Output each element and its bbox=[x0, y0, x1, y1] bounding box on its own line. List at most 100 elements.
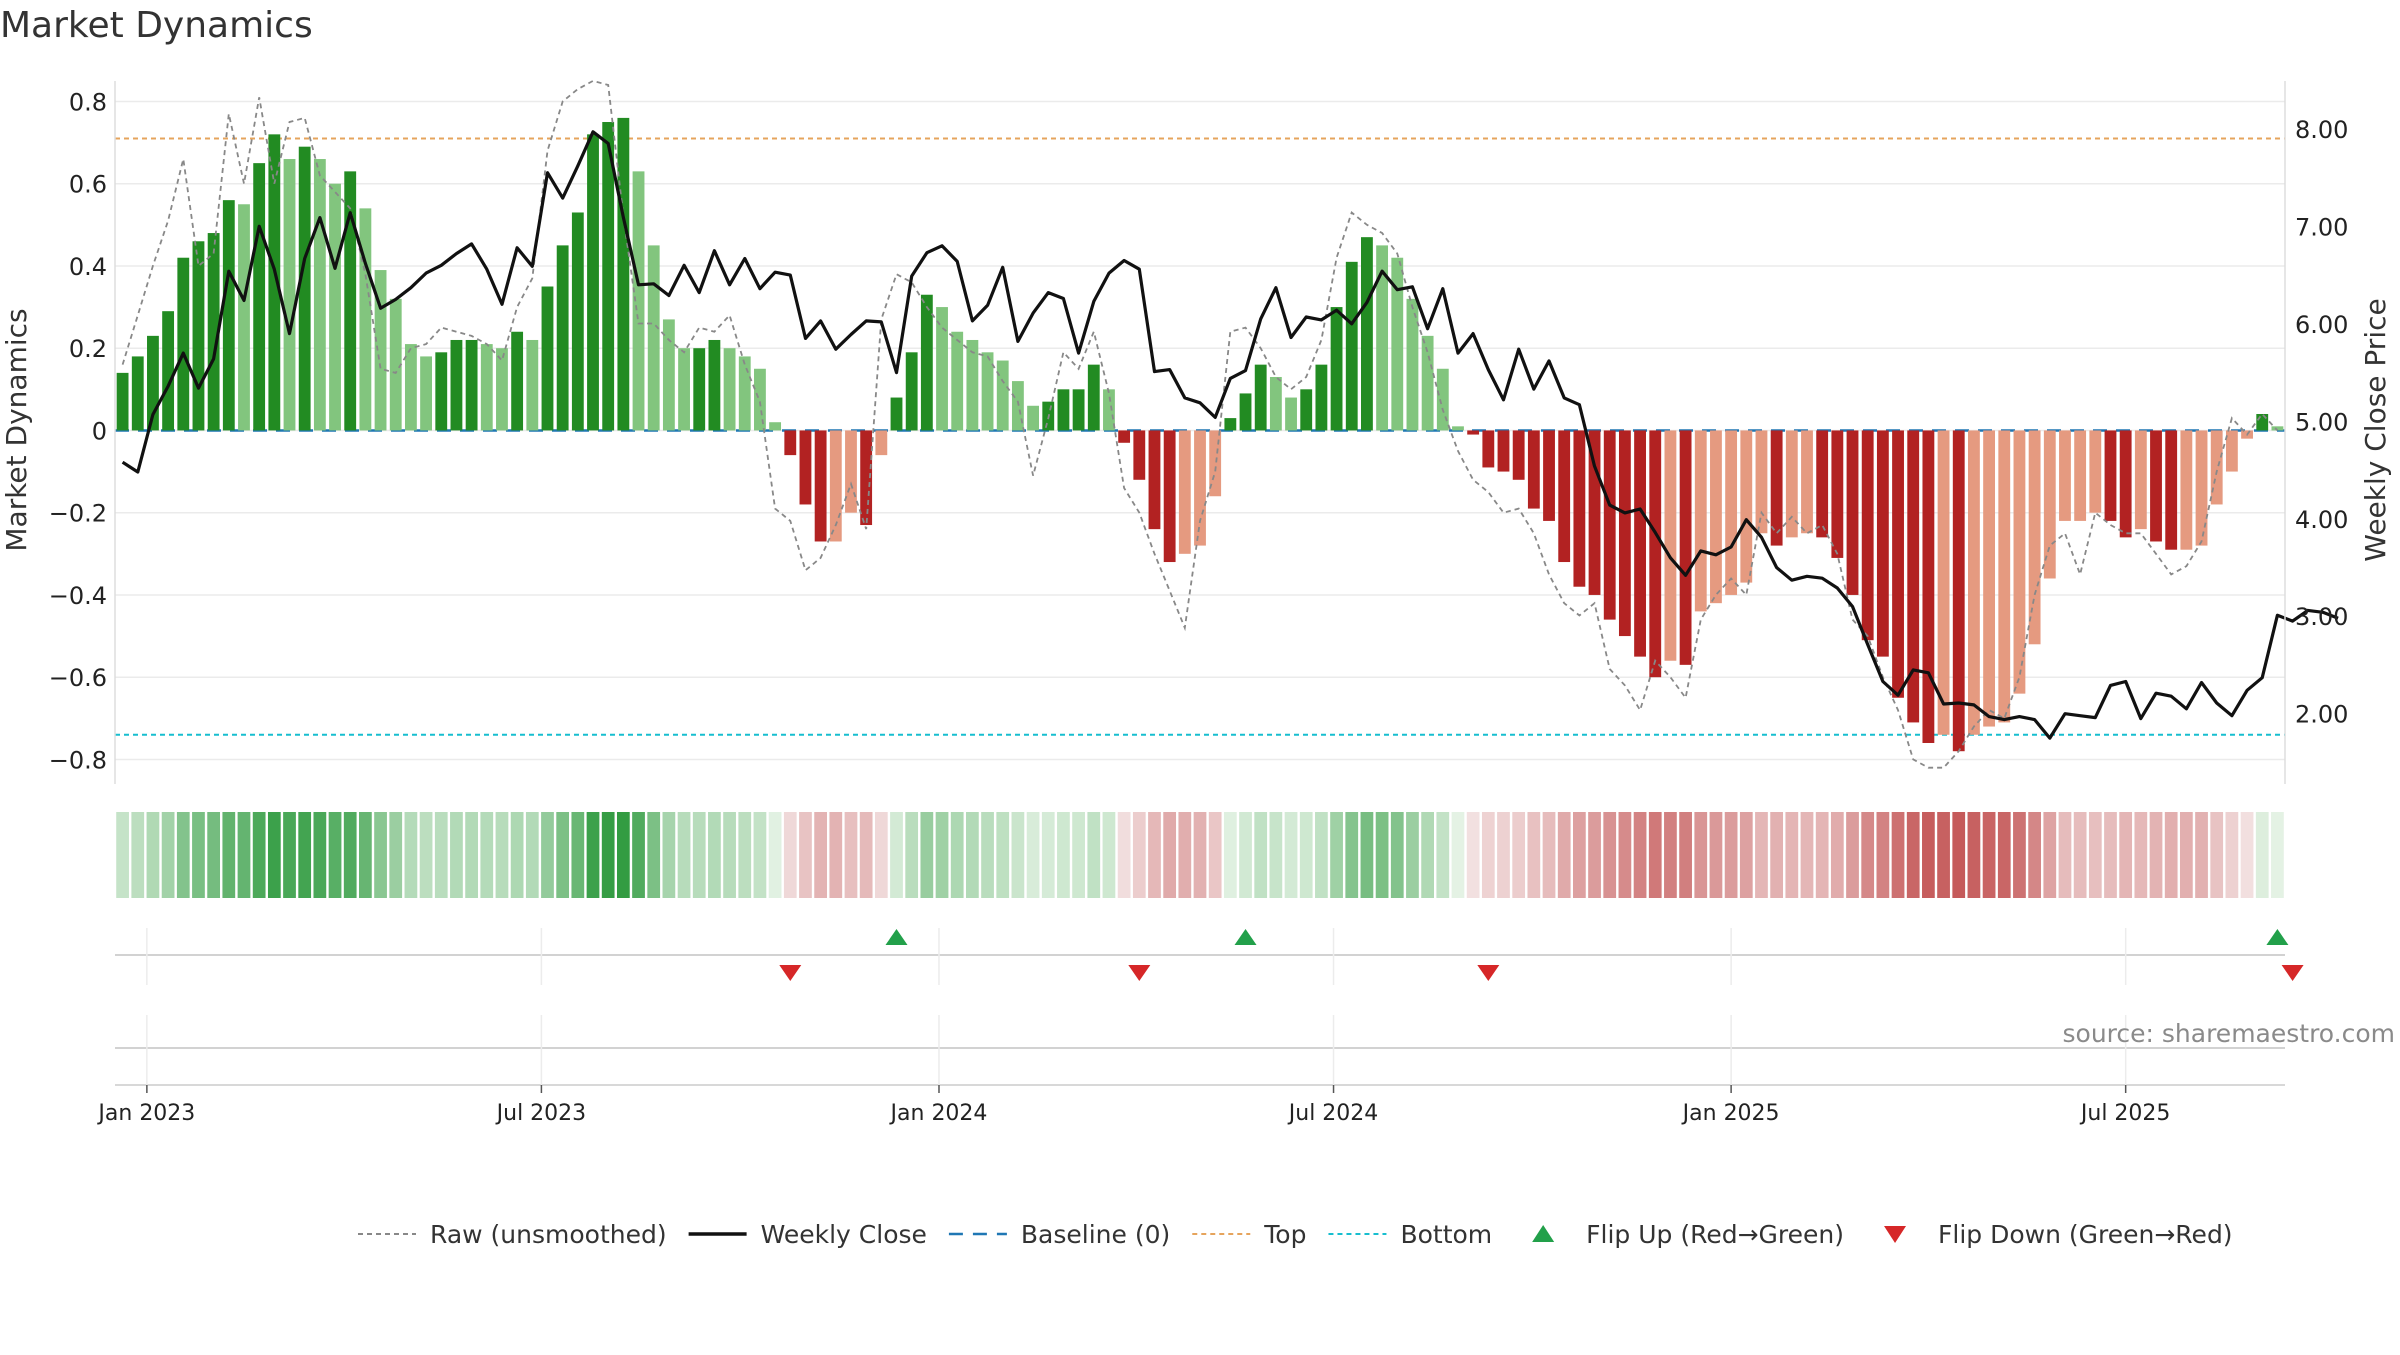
strip-cell-101 bbox=[1648, 812, 1662, 898]
strip-cell-42 bbox=[753, 812, 767, 898]
flip-panel bbox=[115, 928, 2304, 985]
y-tick-label-5: −0.2 bbox=[49, 500, 107, 528]
strip-cell-65 bbox=[1102, 812, 1116, 898]
momentum-bar-69 bbox=[1163, 430, 1176, 563]
momentum-bar-23 bbox=[465, 339, 478, 431]
y2-tick-label-0: 8.00 bbox=[2295, 116, 2348, 144]
strip-cell-77 bbox=[1284, 812, 1298, 898]
momentum-bar-129 bbox=[2074, 430, 2087, 521]
momentum-bar-58 bbox=[996, 360, 1009, 431]
momentum-bar-33 bbox=[617, 117, 630, 431]
strip-cell-109 bbox=[1770, 812, 1784, 898]
strip-cell-100 bbox=[1633, 812, 1647, 898]
y2-tick-label-2: 6.00 bbox=[2295, 311, 2348, 339]
y-axis-left: 0.8 0.6 0.4 0.2 0 −0.2 −0.4 −0.6 −0.8 bbox=[49, 81, 116, 784]
momentum-bar-142 bbox=[2271, 426, 2284, 431]
x-tick-label-3: Jul 2024 bbox=[1287, 1101, 1379, 1126]
y-tick-label-4: 0 bbox=[92, 417, 107, 445]
strip-cell-142 bbox=[2271, 812, 2284, 898]
momentum-bar-73 bbox=[1224, 418, 1237, 431]
strip-cell-11 bbox=[283, 812, 296, 898]
momentum-bar-20 bbox=[420, 356, 433, 431]
momentum-bar-137 bbox=[2195, 430, 2208, 546]
momentum-bar-135 bbox=[2165, 430, 2178, 550]
strip-cell-33 bbox=[616, 812, 630, 898]
momentum-bar-56 bbox=[966, 339, 979, 431]
legend-label-2: Baseline (0) bbox=[1021, 1220, 1170, 1249]
momentum-bar-0 bbox=[116, 372, 129, 431]
momentum-bar-13 bbox=[313, 159, 326, 431]
strip-cell-141 bbox=[2255, 812, 2269, 898]
strip-cell-38 bbox=[692, 812, 706, 898]
momentum-bar-112 bbox=[1816, 430, 1829, 538]
strip-cell-138 bbox=[2210, 812, 2224, 898]
momentum-bar-123 bbox=[1983, 430, 1996, 727]
flip-down-marker-1 bbox=[1128, 965, 1151, 981]
momentum-bar-26 bbox=[511, 331, 524, 431]
strip-cell-97 bbox=[1588, 812, 1601, 898]
momentum-bar-45 bbox=[799, 430, 812, 505]
momentum-bar-124 bbox=[1998, 430, 2011, 723]
momentum-bar-84 bbox=[1391, 257, 1404, 431]
momentum-bar-138 bbox=[2210, 430, 2223, 505]
strip-cell-123 bbox=[1982, 812, 1996, 898]
strip-cell-39 bbox=[708, 812, 721, 898]
strip-cell-75 bbox=[1254, 812, 1268, 898]
momentum-bar-80 bbox=[1330, 307, 1343, 431]
strip-cell-16 bbox=[359, 812, 372, 898]
x-tick-label-0: Jan 2023 bbox=[96, 1101, 195, 1126]
momentum-bar-49 bbox=[860, 430, 873, 526]
strip-cell-26 bbox=[510, 812, 524, 898]
strip-cell-8 bbox=[237, 812, 251, 898]
strip-cell-115 bbox=[1861, 812, 1875, 898]
strip-cell-37 bbox=[677, 812, 691, 898]
momentum-bar-77 bbox=[1285, 397, 1297, 431]
strip-cell-85 bbox=[1406, 812, 1419, 898]
momentum-bar-28 bbox=[541, 286, 554, 431]
strip-cell-63 bbox=[1072, 812, 1085, 898]
momentum-bar-29 bbox=[556, 245, 569, 431]
momentum-bar-136 bbox=[2180, 430, 2193, 550]
strip-cell-43 bbox=[768, 812, 782, 898]
momentum-bar-118 bbox=[1907, 430, 1920, 723]
legend-label-6: Flip Down (Green→Red) bbox=[1938, 1220, 2233, 1249]
momentum-bar-10 bbox=[268, 134, 281, 431]
legend-item-5: Flip Up (Red→Green) bbox=[1532, 1220, 1844, 1249]
strip-cell-117 bbox=[1891, 812, 1905, 898]
strip-cell-5 bbox=[192, 812, 205, 898]
momentum-bar-5 bbox=[192, 241, 205, 431]
strip-cell-3 bbox=[161, 812, 175, 898]
momentum-bar-117 bbox=[1892, 430, 1904, 698]
legend-swatch-6 bbox=[1884, 1226, 1907, 1243]
strip-cell-45 bbox=[799, 812, 812, 898]
strip-cell-52 bbox=[905, 812, 919, 898]
flip-down-marker-0 bbox=[779, 965, 802, 981]
strip-cell-116 bbox=[1876, 812, 1890, 898]
momentum-bar-40 bbox=[723, 348, 736, 431]
momentum-bar-6 bbox=[207, 233, 220, 431]
momentum-bar-55 bbox=[951, 331, 964, 431]
x-tick-label-1: Jul 2023 bbox=[495, 1101, 587, 1126]
momentum-bar-54 bbox=[936, 307, 948, 431]
momentum-bar-39 bbox=[708, 339, 721, 431]
momentum-bar-12 bbox=[298, 146, 311, 431]
strip-cell-84 bbox=[1390, 812, 1404, 898]
momentum-bar-128 bbox=[2059, 430, 2071, 521]
momentum-bar-3 bbox=[162, 311, 175, 431]
y-tick-label-3: 0.2 bbox=[69, 335, 107, 363]
strip-cell-18 bbox=[389, 812, 403, 898]
strip-cell-126 bbox=[2028, 812, 2041, 898]
strip-cell-130 bbox=[2088, 812, 2102, 898]
strip-cell-105 bbox=[1709, 812, 1723, 898]
strip-cell-137 bbox=[2195, 812, 2208, 898]
y-tick-label-2: 0.4 bbox=[69, 253, 107, 281]
strip-cell-53 bbox=[920, 812, 934, 898]
strip-cell-46 bbox=[814, 812, 828, 898]
strip-cell-29 bbox=[556, 812, 570, 898]
momentum-bar-2 bbox=[147, 335, 159, 431]
strip-cell-1 bbox=[131, 812, 145, 898]
bottom-panel bbox=[115, 1015, 2285, 1086]
strip-cell-40 bbox=[723, 812, 736, 898]
strip-cell-50 bbox=[874, 812, 888, 898]
strip-cell-62 bbox=[1057, 812, 1070, 898]
